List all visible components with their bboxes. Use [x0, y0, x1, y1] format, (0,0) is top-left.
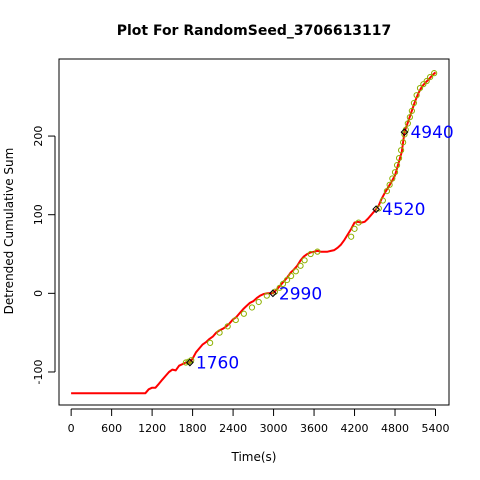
data-point-marker [404, 120, 411, 127]
data-point-marker [383, 188, 391, 195]
data-point-marker [355, 219, 362, 226]
data-point-marker [427, 73, 434, 81]
data-point-marker [406, 114, 413, 121]
data-point-marker [248, 304, 256, 311]
data-point-marker [397, 147, 405, 154]
data-point-marker [224, 323, 231, 330]
data-point-marker [297, 262, 304, 269]
change-point-marker [185, 358, 194, 367]
data-point-marker [391, 169, 399, 176]
x-axis-label: Time(s) [231, 450, 277, 464]
y-tick-label: 0 [32, 290, 45, 297]
data-point-marker [263, 292, 270, 299]
data-point-marker [386, 181, 393, 188]
series-layer [71, 71, 437, 395]
x-axis: 0 600 1200 1800 2400 3000 3600 4200 4800 5400 [68, 408, 450, 435]
change-point-label: 2990 [279, 284, 322, 304]
x-tick-label: 2400 [219, 422, 247, 435]
y-axis-label: Detrended Cumulative Sum [2, 148, 16, 315]
data-point-marker [375, 205, 382, 212]
x-tick-label: 3600 [300, 422, 328, 435]
chart-title: Plot For RandomSeed_3706613117 [117, 23, 392, 39]
data-point-marker [379, 197, 386, 204]
change-point-marker [268, 289, 277, 298]
y-tick-label: -100 [32, 359, 45, 384]
data-point-marker [351, 225, 358, 232]
x-tick-label: 5400 [422, 422, 450, 435]
change-point-label: 4520 [382, 200, 425, 220]
y-axis: -100 0 100 200 [32, 126, 56, 384]
data-point-marker [283, 276, 291, 284]
data-point-marker [255, 298, 262, 306]
change-point-label: 1760 [196, 354, 239, 374]
data-point-marker [393, 162, 401, 169]
plot-frame [58, 58, 450, 406]
change-point-marker [400, 128, 409, 137]
data-point-marker [400, 139, 407, 146]
x-tick-label: 4200 [341, 422, 369, 435]
data-point-marker [416, 84, 424, 92]
x-tick-label: 600 [101, 422, 122, 435]
x-tick-label: 0 [68, 422, 75, 435]
x-tick-label: 4800 [381, 422, 409, 435]
change-point-label: 4940 [410, 123, 453, 143]
cumulative-sum-line [71, 71, 437, 395]
data-point-marker [307, 250, 314, 258]
data-point-marker [314, 248, 321, 255]
data-point-marker [389, 175, 396, 182]
data-point-marker [410, 99, 418, 107]
x-tick-label: 1800 [179, 422, 207, 435]
data-point-marker [420, 81, 427, 88]
y-tick-label: 100 [32, 204, 45, 225]
data-point-marker [216, 329, 223, 336]
data-point-marker [408, 107, 415, 115]
x-tick-label: 3000 [260, 422, 288, 435]
data-point-marker [395, 154, 403, 162]
data-point-marker [279, 280, 287, 287]
x-tick-label: 1200 [138, 422, 166, 435]
data-point-marker [232, 316, 239, 324]
data-point-marker [301, 257, 308, 264]
data-point-marker [431, 70, 438, 77]
data-point-marker [182, 359, 189, 366]
data-point-marker [292, 268, 299, 275]
data-point-marker [207, 339, 214, 346]
y-tick-label: 200 [32, 126, 45, 147]
data-point-marker [348, 233, 355, 240]
change-point-marker [372, 205, 381, 214]
data-point-marker [423, 77, 430, 85]
data-point-marker [288, 272, 295, 280]
points-layer [182, 70, 438, 366]
data-point-marker [413, 92, 420, 99]
change-points-layer: 1760 2990 4520 4940 [185, 123, 454, 374]
data-point-marker [276, 284, 283, 291]
data-point-marker [240, 310, 247, 317]
